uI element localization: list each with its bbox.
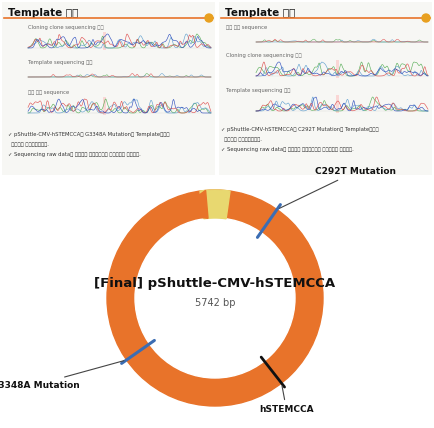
Text: Template sequencing 결과: Template sequencing 결과 — [28, 60, 92, 65]
Text: Template 확인: Template 확인 — [225, 8, 296, 18]
Text: C292T Mutation: C292T Mutation — [279, 167, 396, 208]
Text: ✓ pShuttle-CMV-hSTEMCCA의 G3348A Mutation이 Template에서도: ✓ pShuttle-CMV-hSTEMCCA의 G3348A Mutation… — [8, 132, 170, 137]
Bar — [219, 2, 432, 175]
Bar — [2, 2, 215, 175]
Text: Template 확인: Template 확인 — [8, 8, 79, 18]
Text: 고객 제공 sequence: 고객 제공 sequence — [28, 90, 69, 95]
Bar — [335, 95, 339, 113]
Text: Cloning clone sequencing 결과: Cloning clone sequencing 결과 — [226, 53, 302, 58]
Text: hSTEMCCA: hSTEMCCA — [259, 386, 314, 414]
Circle shape — [135, 218, 295, 378]
Text: Template sequencing 결과: Template sequencing 결과 — [226, 88, 290, 93]
Text: 동일하게 확인되었습니다.: 동일하게 확인되었습니다. — [221, 137, 262, 142]
Text: ✓ Sequencing raw data를 쳊부하여 보내드리오니 참고하시기 바랍니다.: ✓ Sequencing raw data를 쳊부하여 보내드리오니 참고하시기… — [221, 147, 354, 152]
Text: ✓ pShuttle-CMV-hSTEMCCA의 C292T Mutation이 Template에서도: ✓ pShuttle-CMV-hSTEMCCA의 C292T Mutation이… — [221, 127, 378, 132]
Text: 5742 bp: 5742 bp — [195, 298, 235, 308]
Bar — [335, 60, 339, 78]
Text: 동일하게 확인되었습니다.: 동일하게 확인되었습니다. — [8, 142, 49, 147]
Polygon shape — [172, 190, 208, 218]
Bar — [103, 97, 106, 115]
Circle shape — [205, 14, 213, 22]
Circle shape — [422, 14, 430, 22]
Text: [Final] pShuttle-CMV-hSTEMCCA: [Final] pShuttle-CMV-hSTEMCCA — [95, 276, 335, 289]
Polygon shape — [200, 190, 230, 219]
Text: Cloning clone sequencing 결과: Cloning clone sequencing 결과 — [28, 25, 104, 30]
Text: 고객 제공 sequence: 고객 제공 sequence — [226, 25, 267, 30]
Bar — [103, 32, 106, 50]
Circle shape — [107, 190, 323, 406]
Text: G3348A Mutation: G3348A Mutation — [0, 361, 124, 389]
Text: ✓ Sequencing raw data를 쳊부하여 보내드리오니 참고하시기 바랍니다.: ✓ Sequencing raw data를 쳊부하여 보내드리오니 참고하시기… — [8, 152, 141, 157]
